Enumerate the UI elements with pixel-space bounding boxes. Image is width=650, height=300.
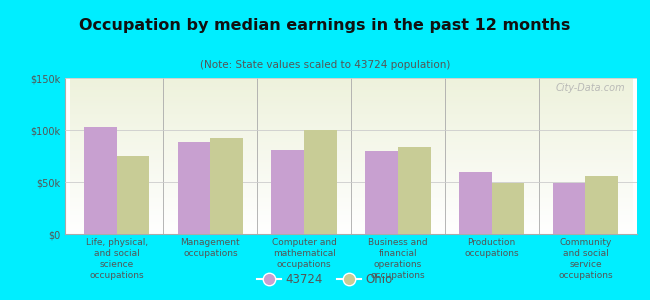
Bar [211,138,243,234]
Bar [398,147,431,234]
Legend: 43724, Ohio: 43724, Ohio [253,269,397,291]
Bar [552,183,586,234]
Text: (Note: State values scaled to 43724 population): (Note: State values scaled to 43724 popu… [200,60,450,70]
Bar [84,127,116,234]
Bar [116,156,150,234]
Bar [304,130,337,234]
Text: City-Data.com: City-Data.com [556,83,625,93]
Bar [586,176,618,234]
Bar [491,183,525,234]
Bar [271,150,304,234]
Bar [365,151,398,234]
Bar [459,172,491,234]
Bar [177,142,211,234]
Text: Occupation by median earnings in the past 12 months: Occupation by median earnings in the pas… [79,18,571,33]
